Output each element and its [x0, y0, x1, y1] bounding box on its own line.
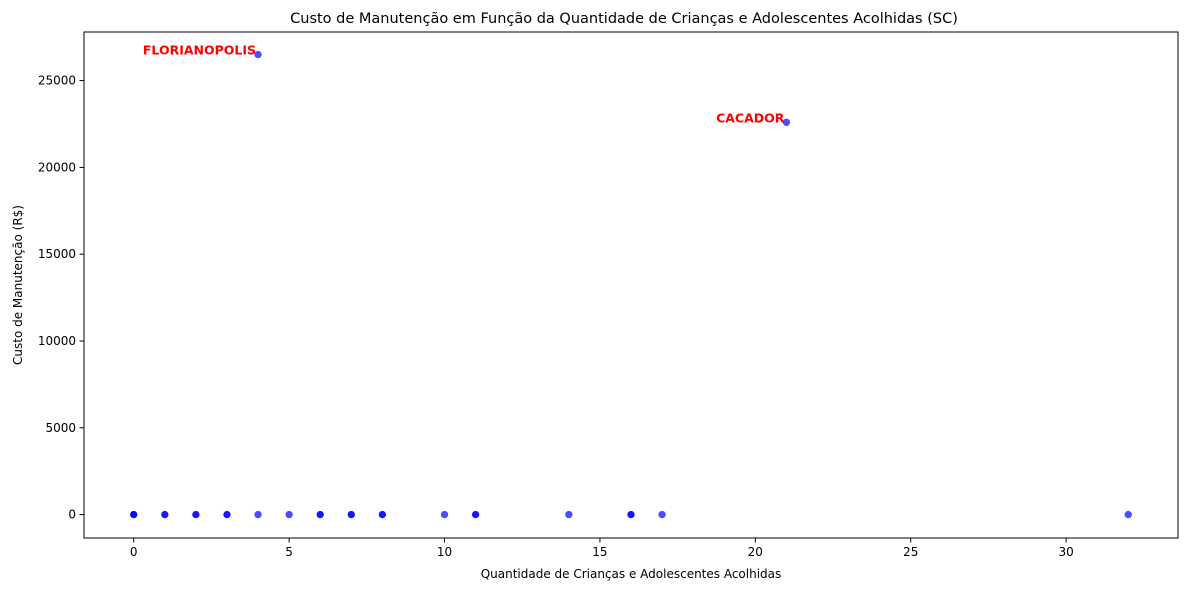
x-tick-label: 10 — [437, 545, 452, 559]
data-point — [657, 510, 667, 519]
data-point — [315, 510, 325, 519]
x-tick-label: 20 — [748, 545, 763, 559]
data-point — [129, 510, 139, 519]
y-axis-label: Custo de Manutenção (R$) — [11, 205, 25, 365]
chart-title: Custo de Manutenção em Função da Quantid… — [290, 11, 958, 27]
data-point — [346, 510, 356, 519]
x-tick-label: 30 — [1058, 545, 1073, 559]
x-axis-label: Quantidade de Crianças e Adolescentes Ac… — [481, 567, 782, 581]
plot-frame — [83, 31, 1179, 539]
data-point — [284, 510, 294, 519]
data-point — [222, 510, 232, 519]
point-annotation: CACADOR — [716, 110, 785, 125]
data-point — [564, 510, 574, 519]
data-points — [129, 50, 1133, 519]
data-point — [191, 510, 201, 519]
x-tick-label: 15 — [592, 545, 607, 559]
data-point — [440, 510, 449, 519]
y-tick-label: 20000 — [38, 160, 76, 174]
data-point — [1123, 510, 1133, 519]
annotations: FLORIANOPOLIS CACADOR — [143, 43, 785, 126]
y-tick-label: 10000 — [38, 334, 76, 348]
axis-ticks: 0 5 10 15 20 25 30 0 5000 10000 15000 20000 25000 — [38, 74, 1074, 559]
point-annotation: FLORIANOPOLIS — [143, 43, 256, 58]
y-tick-label: 5000 — [45, 421, 76, 435]
y-tick-label: 15000 — [38, 247, 76, 261]
data-point — [626, 510, 636, 519]
data-point — [378, 510, 387, 519]
data-point — [471, 510, 480, 519]
data-point — [253, 50, 263, 59]
data-point — [160, 510, 170, 519]
x-tick-label: 25 — [903, 545, 918, 559]
x-tick-label: 0 — [130, 545, 138, 559]
y-tick-label: 25000 — [38, 74, 76, 88]
data-point — [782, 117, 791, 127]
data-point — [253, 510, 263, 519]
x-tick-label: 5 — [285, 545, 293, 559]
y-tick-label: 0 — [68, 508, 76, 522]
